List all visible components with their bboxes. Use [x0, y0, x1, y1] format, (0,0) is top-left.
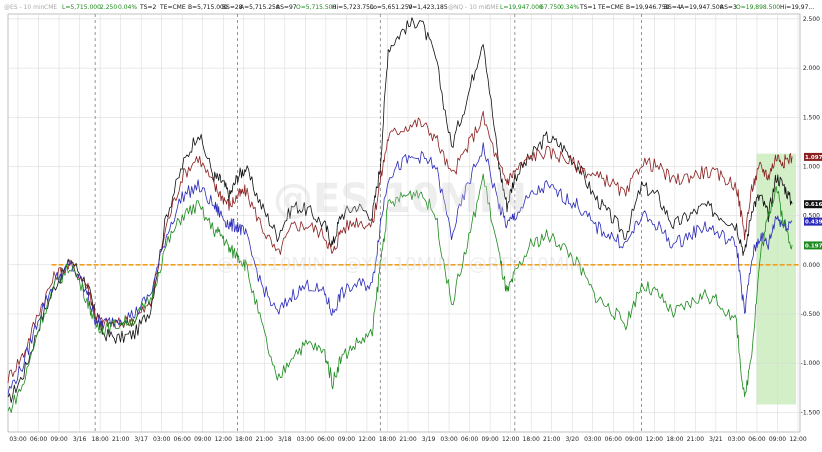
x-tick-label: 3/21	[709, 436, 723, 443]
x-tick-label: 06:00	[748, 436, 765, 443]
nq-symbol: @NQ - 10 min	[448, 4, 490, 11]
x-tick-label: 12:00	[358, 436, 375, 443]
x-tick-label: 21:00	[112, 436, 129, 443]
x-tick-label: 18:00	[379, 436, 396, 443]
es-as: AS=97	[276, 4, 297, 11]
y-tick-label: 0.500	[803, 213, 820, 220]
end-value-label: 0.439%	[805, 220, 822, 226]
x-tick-label: 09:00	[50, 436, 67, 443]
y-axis: 2.500 2.000 1.500 1.000 0.500 0.000 -0.500 -1.0…	[801, 16, 821, 416]
y-tick-label: 2.000	[803, 65, 820, 72]
nq-bid: B=19,946.750	[626, 4, 670, 11]
x-tick-label: 21:00	[399, 436, 416, 443]
end-value-tag	[804, 200, 822, 209]
es-symbol: @ES - 10 min	[4, 4, 45, 11]
es-change: 2.250	[100, 4, 117, 11]
watermark-main: @ES 10MIN	[273, 176, 527, 222]
end-value-tag	[804, 217, 822, 226]
x-tick-label: 09:00	[625, 436, 642, 443]
x-tick-label: 12:00	[502, 436, 519, 443]
series-line	[7, 142, 793, 395]
end-value-tag	[804, 152, 822, 161]
x-tick-label: 03:00	[584, 436, 601, 443]
x-tick-label: 3/16	[73, 436, 87, 443]
x-tick-label: 21:00	[687, 436, 704, 443]
nq-ask: A=19,947.500	[680, 4, 724, 11]
x-tick-label: 18:00	[666, 436, 683, 443]
x-tick-label: 18:00	[91, 436, 108, 443]
x-tick-label: 06:00	[605, 436, 622, 443]
x-tick-label: 12:00	[789, 436, 806, 443]
x-tick-label: 3/19	[422, 436, 436, 443]
es-te: TE=CME	[159, 4, 186, 11]
es-pct: 0.04%	[118, 4, 137, 11]
end-value-label: 0.197%	[805, 243, 822, 249]
es-vol: V=1,423,185	[408, 4, 448, 11]
x-tick-label: 21:00	[256, 436, 273, 443]
es-bs: BS=28	[222, 4, 243, 11]
x-tick-label: 12:00	[646, 436, 663, 443]
x-tick-label: 18:00	[235, 436, 252, 443]
chart-header: @ES - 10 min CME L=5,715.000 2.250 0.04%…	[4, 4, 814, 11]
highlight-region	[756, 153, 797, 405]
x-tick-label: 3/17	[134, 436, 148, 443]
es-high: Hi=5,723.750	[332, 4, 374, 11]
x-tick-label: 03:00	[728, 436, 745, 443]
x-tick-label: 18:00	[523, 436, 540, 443]
y-tick-label: 1.500	[803, 114, 820, 121]
x-tick-label: 03:00	[440, 436, 457, 443]
x-tick-label: 06:00	[30, 436, 47, 443]
nq-ts: TS=1	[579, 4, 597, 11]
nq-high: Hi=19,97...	[780, 4, 814, 11]
y-tick-label: 2.500	[803, 16, 820, 23]
nq-last: L=19,947.000	[500, 4, 543, 11]
es-ask: A=5,715.250	[240, 4, 280, 11]
x-tick-label: 03:00	[297, 436, 314, 443]
plot-frame	[7, 13, 801, 433]
x-tick-label: 09:00	[769, 436, 786, 443]
es-open: O=5,715.500	[296, 4, 336, 11]
x-tick-label: 06:00	[461, 436, 478, 443]
x-tick-label: 03:00	[9, 436, 26, 443]
es-bid: B=5,715.000	[188, 4, 228, 11]
x-tick-label: 06:00	[174, 436, 191, 443]
end-value-label: 1.097%	[805, 155, 822, 161]
y-tick-label: 1.000	[803, 163, 820, 170]
end-value-tags: 1.097% 0.616% 0.439% 0.197%	[804, 152, 822, 250]
x-tick-label: 21:00	[543, 436, 560, 443]
end-value-label: 0.616%	[805, 202, 822, 208]
plot-area[interactable]	[7, 13, 801, 433]
nq-as: AS=3	[720, 4, 737, 11]
series-line	[7, 173, 793, 414]
nq-bs: BS=4	[664, 4, 681, 11]
y-tick-label: -1.000	[801, 360, 821, 367]
nq-te: TE=CME	[597, 4, 624, 11]
nq-pct: 0.34%	[560, 4, 579, 11]
x-tick-label: 3/18	[278, 436, 292, 443]
x-tick-label: 09:00	[194, 436, 211, 443]
series-line	[7, 17, 793, 403]
x-tick-label: 09:00	[481, 436, 498, 443]
nq-open: O=19,898.500	[736, 4, 780, 11]
x-tick-label: 03:00	[153, 436, 170, 443]
x-tick-label: 09:00	[338, 436, 355, 443]
nq-exchange: CME	[486, 4, 499, 11]
watermark-sub: @NQ 10MIN - @YM 10MIN - @RTY 10MIN	[217, 254, 583, 275]
y-tick-label: 0.000	[803, 262, 820, 269]
watermark: @ES 10MIN @NQ 10MIN - @YM 10MIN - @RTY 1…	[217, 176, 583, 275]
x-axis: 03:00 06:00 09:00 3/16 18:00 21:00 3/17 03:00 06…	[9, 436, 806, 443]
es-exchange: CME	[44, 4, 57, 11]
series-line	[7, 110, 793, 384]
es-last: L=5,715.000	[62, 4, 101, 11]
es-ts: TS=2	[139, 4, 157, 11]
nq-change: 67.750	[540, 4, 561, 11]
y-tick-label: -1.500	[801, 409, 821, 416]
x-tick-label: 3/20	[565, 436, 579, 443]
es-low: Lo=5,651.250	[370, 4, 413, 11]
y-tick-label: -0.500	[801, 311, 821, 318]
x-tick-label: 12:00	[215, 436, 232, 443]
x-tick-label: 06:00	[317, 436, 334, 443]
end-value-tag	[804, 241, 822, 250]
